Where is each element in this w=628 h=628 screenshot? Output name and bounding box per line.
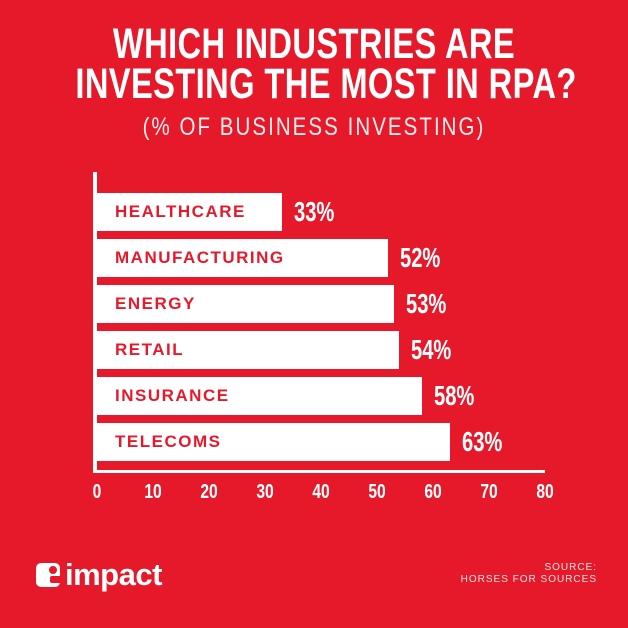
- bar-row: INSURANCE 58%: [97, 377, 545, 415]
- bar-value-label: 54%: [411, 334, 452, 365]
- bar-row: HEALTHCARE 33%: [97, 193, 545, 231]
- bar-row: MANUFACTURING 52%: [97, 239, 545, 277]
- source-name: HORSES FOR SOURCES: [460, 574, 597, 585]
- bar-category-label: HEALTHCARE: [115, 202, 246, 221]
- x-axis-tick-label: 60: [424, 481, 442, 503]
- x-axis-tick-label: 70: [480, 481, 498, 503]
- bar: INSURANCE: [97, 377, 422, 415]
- y-axis-line: [93, 172, 97, 472]
- x-axis-tick-label: 30: [256, 481, 274, 503]
- x-axis-tick-label: 0: [92, 481, 102, 503]
- impact-logo-text: impact: [65, 557, 162, 592]
- source-attribution: SOURCE: HORSES FOR SOURCES: [461, 562, 597, 586]
- x-axis-tick-label: 50: [368, 481, 386, 503]
- bar-row: RETAIL 54%: [97, 331, 545, 369]
- bar-chart-plot-area: HEALTHCARE 33% MANUFACTURING 52% ENERGY 53% RE…: [97, 193, 545, 473]
- logo-notch-shape: [50, 576, 60, 583]
- bar-category-label: ENERGY: [115, 294, 196, 313]
- impact-logo: impact: [36, 557, 162, 592]
- bar-value-label: 33%: [294, 196, 335, 227]
- bar-row: TELECOMS 63%: [97, 423, 545, 461]
- bar-value-label: 58%: [434, 380, 475, 411]
- bar: TELECOMS: [97, 423, 450, 461]
- bar-row: ENERGY 53%: [97, 285, 545, 323]
- x-axis-tick-label: 40: [312, 481, 330, 503]
- x-axis-tick-labels: 0 10 20 30 40 50 60 70 80: [93, 481, 554, 503]
- impact-logo-icon: [36, 563, 60, 587]
- bar: HEALTHCARE: [97, 193, 282, 231]
- x-axis-tick-label: 20: [200, 481, 218, 503]
- bar: MANUFACTURING: [97, 239, 388, 277]
- chart-title-line-1: WHICH INDUSTRIES ARE: [112, 20, 516, 68]
- bar-category-label: TELECOMS: [115, 432, 222, 451]
- bar: ENERGY: [97, 285, 394, 323]
- bar-category-label: INSURANCE: [115, 386, 230, 405]
- bar-value-label: 52%: [400, 242, 441, 273]
- x-axis-tick-label: 10: [144, 481, 162, 503]
- x-axis-line: [93, 470, 545, 473]
- bar-value-label: 53%: [406, 288, 447, 319]
- bar: RETAIL: [97, 331, 399, 369]
- title-block: WHICH INDUSTRIES ARE INVESTING THE MOST …: [0, 20, 628, 142]
- bar-category-label: RETAIL: [115, 340, 185, 359]
- bar-category-label: MANUFACTURING: [115, 248, 285, 267]
- chart-title-line-2: INVESTING THE MOST IN RPA?: [75, 60, 577, 108]
- source-label: SOURCE:: [544, 562, 597, 573]
- bar-value-label: 63%: [462, 426, 503, 457]
- x-axis-tick-label: 80: [536, 481, 554, 503]
- logo-dot-icon: [49, 566, 57, 574]
- chart-subtitle: (% OF BUSINESS INVESTING): [142, 113, 486, 141]
